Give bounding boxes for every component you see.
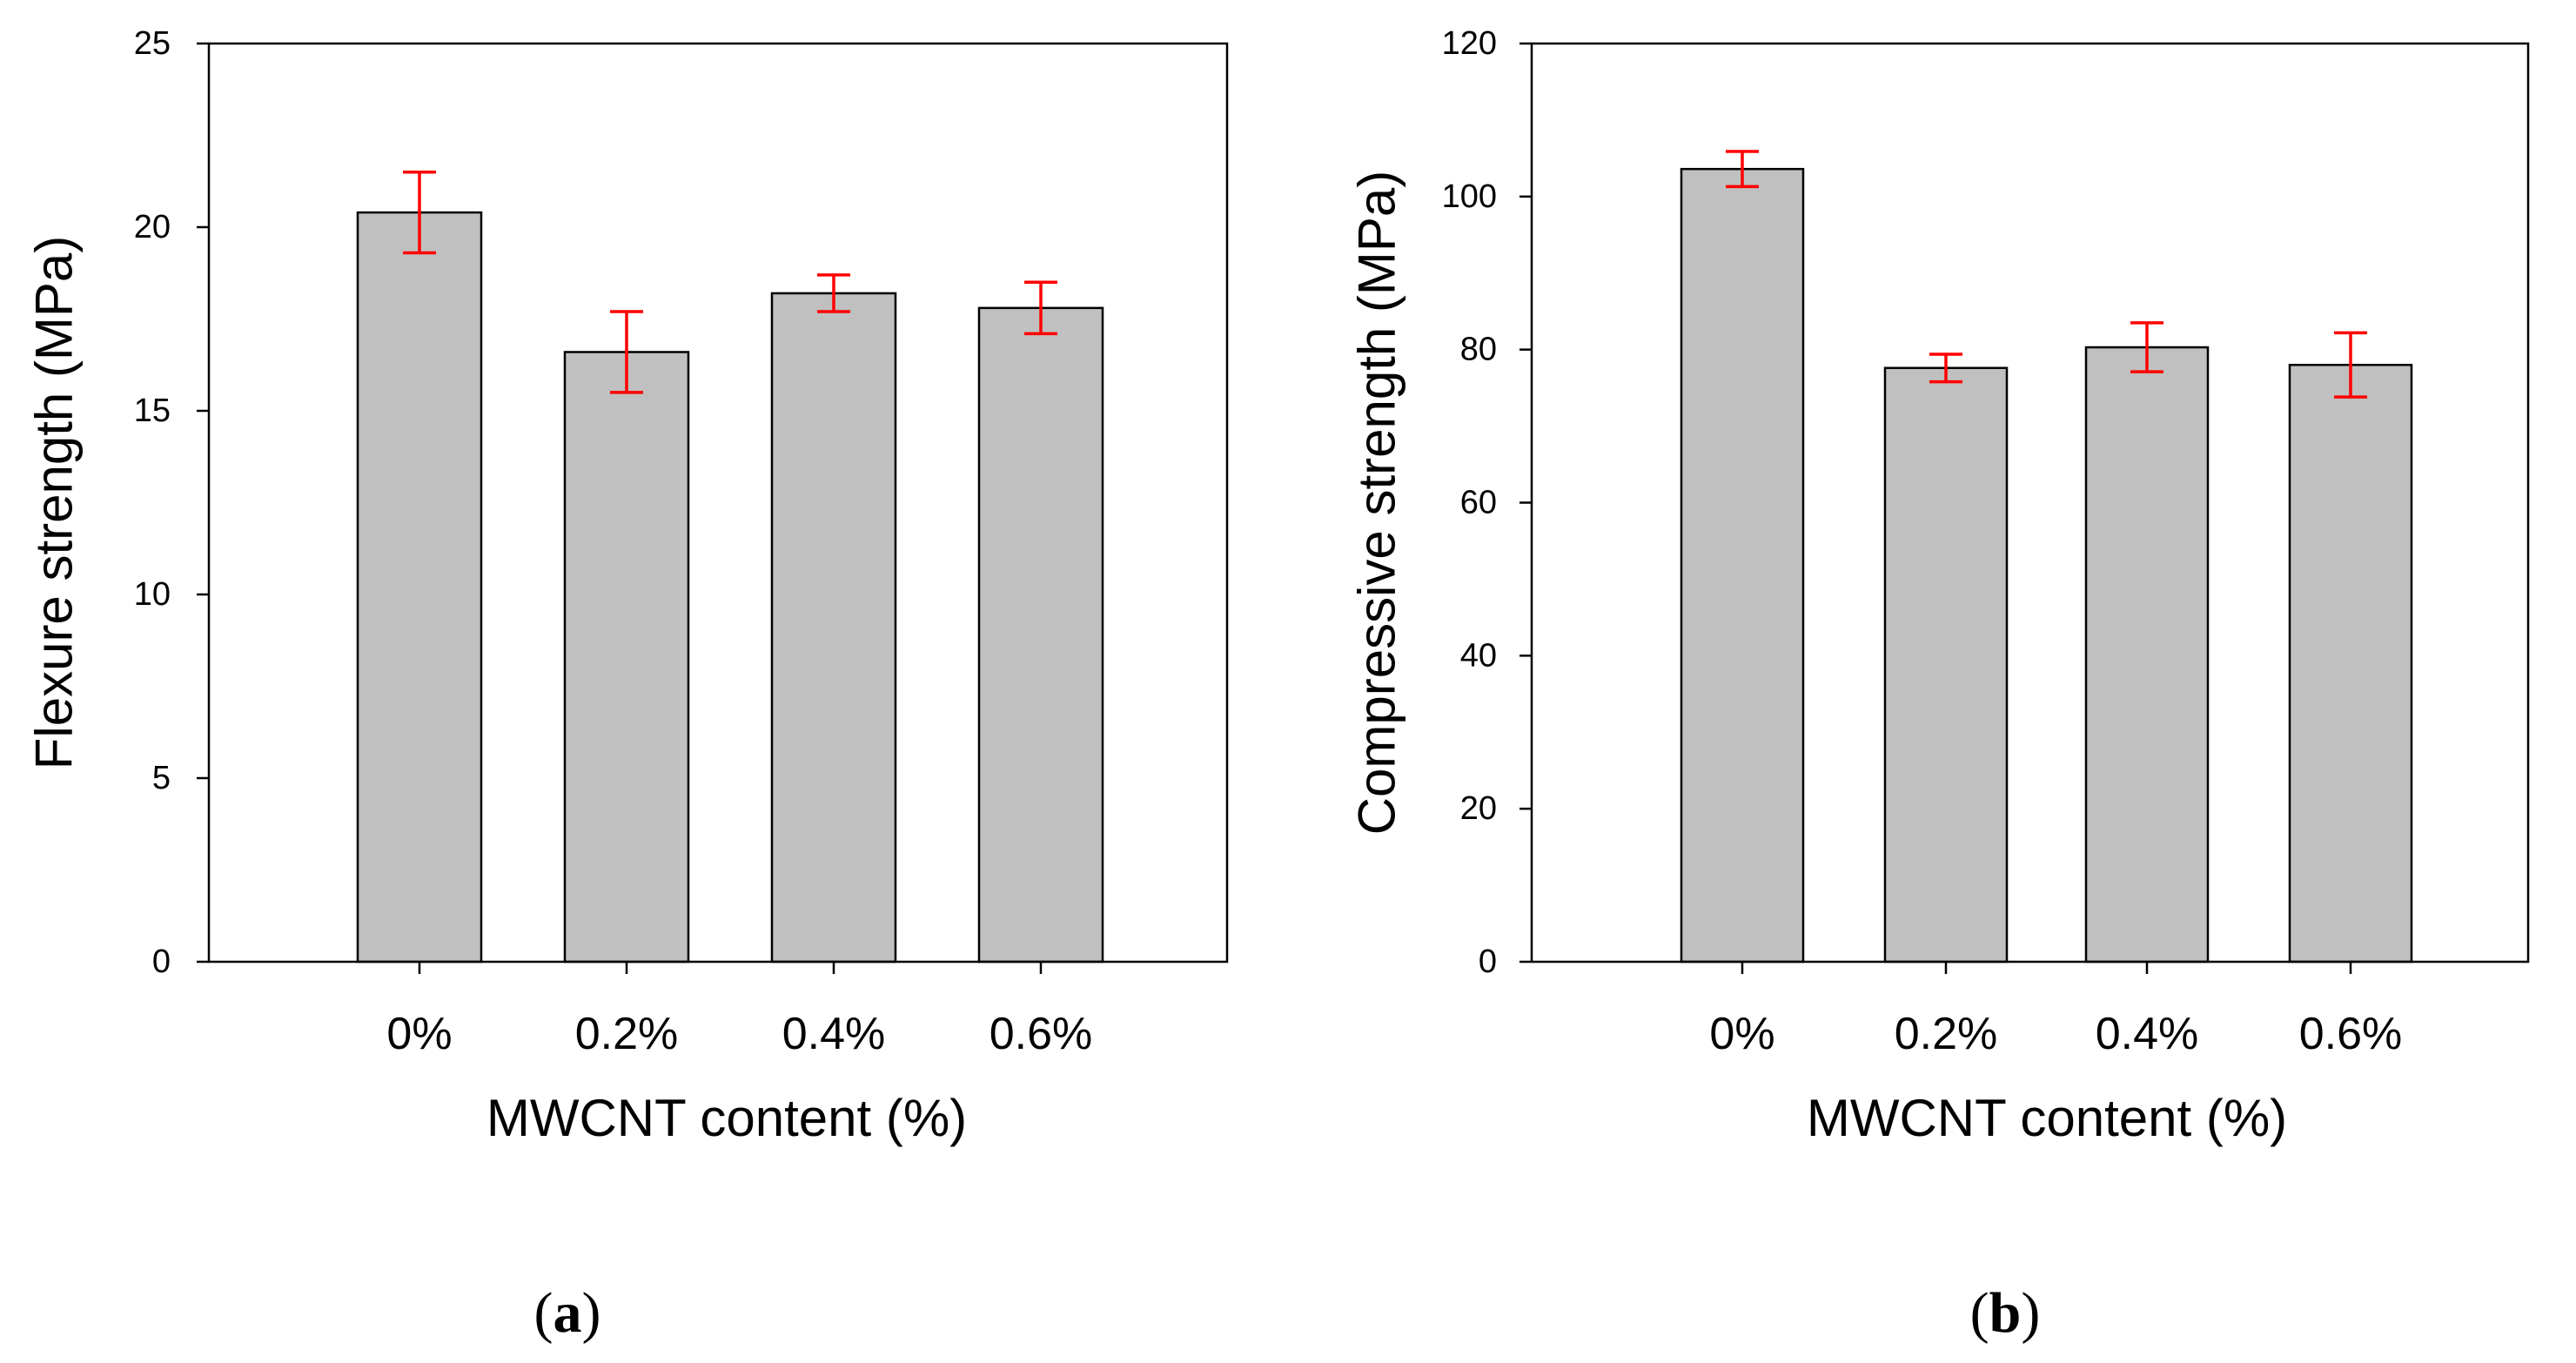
x-axis-title-compressive: MWCNT content (%) (1807, 1089, 2287, 1147)
y-axis-title-compressive: Compressive strength (MPa) (1348, 171, 1406, 836)
y-tick-label-flexure-0: 0 (152, 943, 171, 980)
y-tick-label-compressive-4: 80 (1460, 332, 1497, 368)
y-tick-label-flexure-3: 15 (134, 393, 171, 429)
panel-label-flexure: (a) (534, 1281, 601, 1345)
x-category-label-compressive-2: 0.4% (2096, 1009, 2199, 1059)
bar-compressive-2 (2084, 346, 2210, 964)
y-tick-label-compressive-3: 60 (1460, 485, 1497, 521)
error-bar-flexure-3 (1024, 280, 1057, 336)
plot-frame-flexure (207, 42, 1229, 964)
error-bar-compressive-3 (2334, 331, 2367, 399)
x-category-label-compressive-0: 0% (1709, 1009, 1774, 1059)
bar-flexure-2 (770, 292, 897, 964)
panel-label-open: ( (1970, 1281, 1989, 1345)
bar-flexure-0 (356, 211, 483, 964)
error-bar-compressive-0 (1726, 150, 1759, 189)
y-tick-label-compressive-5: 100 (1442, 178, 1497, 215)
error-bar-flexure-2 (817, 273, 850, 313)
bar-compressive-1 (1883, 366, 2009, 964)
y-tick-label-flexure-1: 5 (152, 760, 171, 796)
x-category-label-compressive-3: 0.6% (2299, 1009, 2403, 1059)
y-tick-label-flexure-2: 10 (134, 576, 171, 613)
error-bar-compressive-2 (2130, 321, 2163, 373)
panel-label-close: ) (2021, 1281, 2040, 1345)
x-category-label-flexure-3: 0.6% (989, 1009, 1093, 1059)
bar-flexure-3 (977, 306, 1104, 964)
error-bar-compressive-1 (1929, 352, 1962, 384)
y-tick-label-compressive-1: 20 (1460, 790, 1497, 827)
error-bar-flexure-0 (403, 170, 436, 255)
y-tick-label-compressive-0: 0 (1479, 943, 1497, 980)
bar-compressive-0 (1680, 167, 1805, 964)
y-tick-label-flexure-5: 25 (134, 25, 171, 62)
compressive-chart: 0 20 40 60 80 100 120 0% 0.2% 0.4% 0.6% Compressive… (1348, 25, 2530, 1345)
panel-label-close: ) (582, 1281, 601, 1345)
bar-compressive-3 (2288, 364, 2413, 964)
panel-label-letter: b (1989, 1281, 2022, 1345)
panel-label-letter: a (553, 1281, 582, 1345)
bar-flexure-1 (563, 351, 690, 964)
y-tick-label-flexure-4: 20 (134, 209, 171, 245)
panel-label-open: ( (534, 1281, 553, 1345)
y-tick-label-compressive-6: 120 (1442, 25, 1497, 62)
y-axis-title-flexure: Flexure strength (MPa) (25, 236, 84, 770)
x-axis-title-flexure: MWCNT content (%) (486, 1089, 967, 1147)
y-tick-label-compressive-2: 40 (1460, 637, 1497, 674)
x-category-label-flexure-1: 0.2% (575, 1009, 679, 1059)
flexure-chart: 0 5 10 15 20 25 0% 0.2% 0.4% 0.6% Flexure strength… (25, 25, 1229, 1345)
error-bar-flexure-1 (610, 310, 643, 394)
x-category-label-compressive-1: 0.2% (1895, 1009, 1998, 1059)
panel-label-compressive: (b) (1970, 1281, 2041, 1345)
x-category-label-flexure-2: 0.4% (782, 1009, 886, 1059)
x-category-label-flexure-0: 0% (386, 1009, 452, 1059)
